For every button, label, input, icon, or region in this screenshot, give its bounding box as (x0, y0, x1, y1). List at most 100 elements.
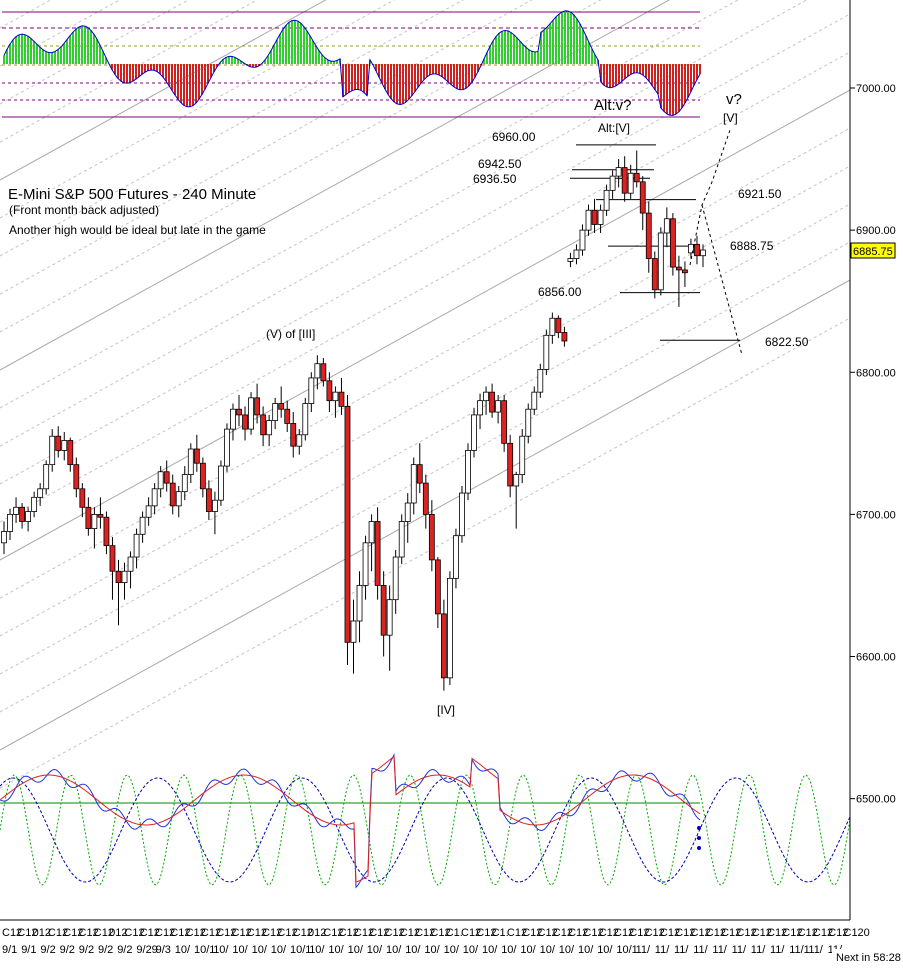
candle-body (43, 464, 50, 490)
price-level-lines (570, 144, 740, 341)
candle (350, 599, 357, 674)
time-date-label: 10/ (309, 944, 325, 956)
candle (43, 460, 50, 495)
candle (434, 557, 441, 629)
candle-body (169, 482, 176, 507)
candle (416, 443, 423, 494)
time-date-label: 11/ (636, 944, 651, 956)
candle-body (621, 167, 628, 194)
candle (169, 474, 176, 515)
candle-body (157, 471, 164, 490)
price-tick-label: 6800.00 (856, 367, 896, 379)
last-price-badge (850, 242, 896, 259)
candle (272, 397, 279, 430)
candle-body (308, 377, 315, 404)
time-tick-label: C12 (767, 927, 787, 939)
time-date-label: 10/ (175, 944, 191, 956)
candle-body (284, 408, 291, 424)
time-tick-label: C12 (614, 927, 634, 939)
time-date-label: 10/ (444, 944, 460, 956)
level-label: 6921.50 (738, 187, 782, 201)
time-tick-label: C12 (323, 927, 343, 939)
cycle-line-fast (0, 774, 851, 886)
time-date-label: 9/2 (40, 944, 55, 956)
next-bar-countdown: Next in 58:28 (836, 952, 901, 964)
candle-body (477, 400, 483, 416)
fan-line (0, 279, 851, 751)
candle-body (73, 464, 80, 490)
candle-body (597, 209, 604, 225)
candle-body (591, 209, 598, 225)
time-date-label: 10/ (540, 944, 556, 956)
candle (694, 235, 700, 265)
candle (151, 483, 158, 515)
candle-body (13, 506, 19, 515)
candle-body (230, 408, 236, 430)
candle (386, 585, 393, 671)
time-date-label: 10/1 (290, 944, 311, 956)
candle (567, 252, 574, 268)
candle (181, 466, 188, 501)
candle (651, 251, 658, 299)
candle (260, 406, 267, 447)
wave-label: [V] (723, 111, 738, 125)
time-tick-label: C12 (798, 927, 818, 939)
momentum-line (3, 10, 701, 116)
time-tick-label: C12 (293, 927, 313, 939)
candle-body (254, 397, 260, 416)
candle-body (615, 167, 622, 177)
candle (254, 383, 260, 424)
time-date-label: 11/ (693, 944, 708, 956)
time-tick-label: C12 (675, 927, 695, 939)
trend-fan-lines (0, 0, 851, 789)
time-date-label: 11/1 (789, 944, 810, 956)
candle-body (434, 559, 441, 615)
candle-body (368, 521, 375, 544)
candle-body (489, 391, 495, 413)
time-tick-label: C1. (492, 927, 509, 939)
candle (115, 559, 122, 626)
candle-body (278, 403, 285, 410)
candle (13, 497, 19, 523)
candle (603, 184, 610, 216)
fan-line (0, 203, 851, 675)
candle-body (91, 513, 98, 530)
candle (55, 426, 62, 458)
candle-body (218, 465, 224, 501)
candle (25, 507, 32, 532)
candle (73, 457, 80, 498)
candle-body (61, 440, 68, 451)
candle-body (362, 542, 369, 586)
candle-body (85, 506, 92, 530)
time-date-label: 10/1 (616, 944, 637, 956)
candle (133, 528, 140, 569)
time-tick-label: C12 (232, 927, 252, 939)
candle (537, 363, 544, 398)
candle (453, 528, 459, 589)
time-date-label: 11/ (808, 944, 823, 956)
level-label: 6856.00 (538, 285, 582, 299)
fan-line (0, 0, 190, 105)
level-label: 6822.50 (765, 335, 809, 349)
fan-line (0, 0, 327, 181)
time-tick-label: C12 (828, 927, 848, 939)
candle-body (609, 175, 616, 191)
time-date-label: 10/ (232, 944, 248, 956)
candle (338, 377, 345, 415)
time-date-label: 9/2 (60, 944, 75, 956)
candle (61, 431, 68, 461)
candle-body (356, 585, 363, 622)
candle-body (567, 258, 574, 262)
time-tick-label: C12 (507, 927, 527, 939)
time-tick-label: C12 (721, 927, 741, 939)
candle-body (501, 400, 508, 444)
time-date-label: 10/ (559, 944, 575, 956)
candle-body (483, 391, 489, 402)
candle-body (127, 556, 134, 572)
time-tick-label: C12 (736, 927, 756, 939)
candle-body (700, 249, 706, 257)
time-tick-label: C12 (140, 927, 160, 939)
candle (332, 386, 339, 418)
